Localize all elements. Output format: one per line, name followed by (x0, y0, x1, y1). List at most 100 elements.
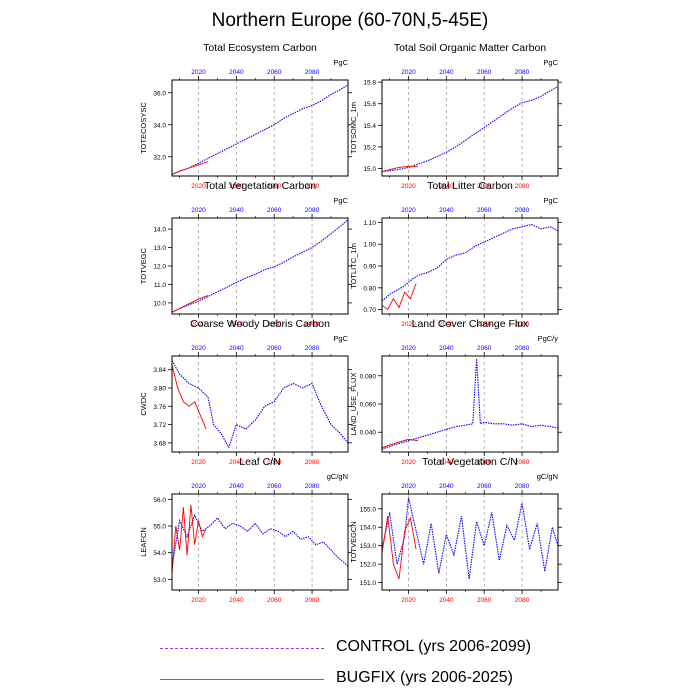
panel-8-xtick-bottom-label: 2060 (477, 597, 492, 604)
panel-1-series-bugfix (171, 161, 209, 175)
panel-7-ytick-label: 55.0 (153, 524, 166, 531)
panel-5-series-control (171, 360, 349, 449)
panel-4-xtick-top-label: 2020 (401, 207, 416, 214)
panel-6-xtick-bottom-label: 2080 (515, 459, 530, 466)
legend-entry-control: CONTROL (yrs 2006-2099) (160, 638, 580, 660)
panel-1-series-control (171, 84, 349, 175)
panel-3-ytick-label: 11.0 (154, 282, 167, 289)
panel-2-ylabel: TOTSOMC_1m (349, 102, 358, 154)
panel-2-xtick-bottom-label: 2060 (477, 183, 492, 190)
panel-3-xtick-bottom-label: 2060 (267, 321, 282, 328)
panel-4-xtick-top-label: 2080 (515, 207, 530, 214)
panel-4-ytick-label: 1.10 (363, 220, 376, 227)
panel-2-ytick-label: 15.6 (363, 101, 376, 108)
panel-3-xtick-bottom-label: 2020 (191, 321, 206, 328)
panel-4-ytick-label: 0.70 (363, 307, 376, 314)
panel-4-ytick-label: 0.90 (363, 264, 376, 271)
panel-2-ytick-label: 15.4 (363, 123, 376, 130)
panel-3-series-bugfix (171, 295, 209, 313)
panel-8-frame (381, 493, 559, 591)
panel-3-ylabel: TOTVEGC (139, 247, 148, 284)
panel-1-ytick-label: 34.0 (153, 122, 166, 129)
legend-entry-bugfix: BUGFIX (yrs 2006-2025) (160, 669, 580, 691)
panel-1-frame (171, 79, 349, 177)
panel-4-series-bugfix (381, 283, 417, 311)
panel-1-xtick-bottom-label: 2060 (267, 183, 282, 190)
panel-5-xtick-bottom-label: 2040 (229, 459, 244, 466)
panel-4-xtick-top-label: 2040 (439, 207, 454, 214)
panel-5-ytick-label: 3.76 (153, 404, 166, 411)
panel-7-xtick-top-label: 2040 (229, 483, 244, 490)
panel-6-xtick-top-label: 2040 (439, 345, 454, 352)
panel-2-title: Total Soil Organic Matter Carbon (394, 42, 546, 54)
panel-7-xtick-bottom-label: 2080 (305, 597, 320, 604)
panel-5-ytick-label: 3.80 (153, 386, 166, 393)
panel-6-series-bugfix (381, 438, 419, 449)
panel-1-xtick-top-label: 2060 (267, 69, 282, 76)
panel-6-xtick-bottom-label: 2020 (401, 459, 416, 466)
panel-2-xtick-top-label: 2040 (439, 69, 454, 76)
panel-2-series-control (381, 86, 559, 173)
panel-8-ytick-label: 154.0 (360, 525, 377, 532)
panel-5-xtick-bottom-label: 2020 (191, 459, 206, 466)
panel-5-xtick-top-label: 2080 (305, 345, 320, 352)
panel-7-xtick-top-label: 2020 (191, 483, 206, 490)
panel-8-series-bugfix (381, 516, 417, 580)
panel-5-xtick-bottom-label: 2060 (267, 459, 282, 466)
panel-7-xtick-bottom-label: 2040 (229, 597, 244, 604)
panel-1-xtick-top-label: 2020 (191, 69, 206, 76)
panel-6-xtick-top-label: 2020 (401, 345, 416, 352)
panel-4-ytick-label: 0.80 (363, 285, 376, 292)
panel-1-xtick-bottom-label: 2020 (191, 183, 206, 190)
panel-7-title: Leaf C/N (239, 456, 280, 468)
panel-4-title: Total Litter Carbon (427, 180, 513, 192)
panel-2-units: PgC (543, 58, 558, 67)
panel-5-frame (171, 355, 349, 453)
panel-4-ylabel: TOTLITC_1m (349, 243, 358, 289)
panel-7-units: gC/gN (327, 472, 348, 481)
panel-5-series-bugfix (171, 364, 207, 430)
panel-5-xtick-top-label: 2040 (229, 345, 244, 352)
panel-6-series-control (381, 358, 559, 450)
panel-6-xtick-bottom-label: 2060 (477, 459, 492, 466)
panel-5-ytick-label: 3.84 (153, 367, 166, 374)
panel-8-ytick-label: 152.0 (360, 562, 377, 569)
panel-8-xtick-bottom-label: 2080 (515, 597, 530, 604)
panel-7-series-control (171, 513, 349, 567)
panel-7-ytick-label: 54.0 (153, 550, 166, 557)
panel-7-xtick-bottom-label: 2060 (267, 597, 282, 604)
panel-3-units: PgC (333, 196, 348, 205)
panel-4-xtick-bottom-label: 2060 (477, 321, 492, 328)
panel-3-xtick-top-label: 2060 (267, 207, 282, 214)
panel-1-xtick-bottom-label: 2080 (305, 183, 320, 190)
panel-1-xtick-bottom-label: 2040 (229, 183, 244, 190)
panel-7-ytick-label: 56.0 (153, 497, 166, 504)
panel-3-ytick-label: 12.0 (153, 264, 166, 271)
panel-7-xtick-bottom-label: 2020 (191, 597, 206, 604)
panel-1-ytick-label: 32.0 (153, 154, 166, 161)
panel-3-xtick-bottom-label: 2080 (305, 321, 320, 328)
panel-6-xtick-top-label: 2060 (477, 345, 492, 352)
panel-7-ytick-label: 53.0 (153, 577, 166, 584)
panel-5-units: PgC (333, 334, 348, 343)
panel-8-ytick-label: 153.0 (360, 543, 377, 550)
panel-1-units: PgC (333, 58, 348, 67)
panel-4-ytick-label: 1.00 (363, 242, 376, 249)
panel-8-units: gC/gN (537, 472, 558, 481)
figure-title: Northern Europe (60-70N,5-45E) (211, 10, 489, 31)
panel-4-units: PgC (543, 196, 558, 205)
panel-3-ytick-label: 14.0 (153, 227, 166, 234)
panel-6-ytick-label: 0.060 (360, 402, 377, 409)
panel-6-ylabel: LAND_USE_FLUX (349, 373, 358, 436)
panel-3-ytick-label: 10.0 (153, 300, 166, 307)
panel-5-xtick-top-label: 2020 (191, 345, 206, 352)
panel-6-xtick-bottom-label: 2040 (439, 459, 454, 466)
panel-6-ytick-label: 0.040 (360, 430, 377, 437)
panel-8-ylabel: TOTVEGCN (349, 521, 358, 563)
panel-6-title: Land Cover Change Flux (412, 318, 529, 330)
panel-3-title: Total Vegetation Carbon (204, 180, 316, 192)
panel-5-ytick-label: 3.72 (153, 422, 166, 429)
legend-swatch-bugfix (160, 679, 324, 680)
panel-8-xtick-top-label: 2040 (439, 483, 454, 490)
